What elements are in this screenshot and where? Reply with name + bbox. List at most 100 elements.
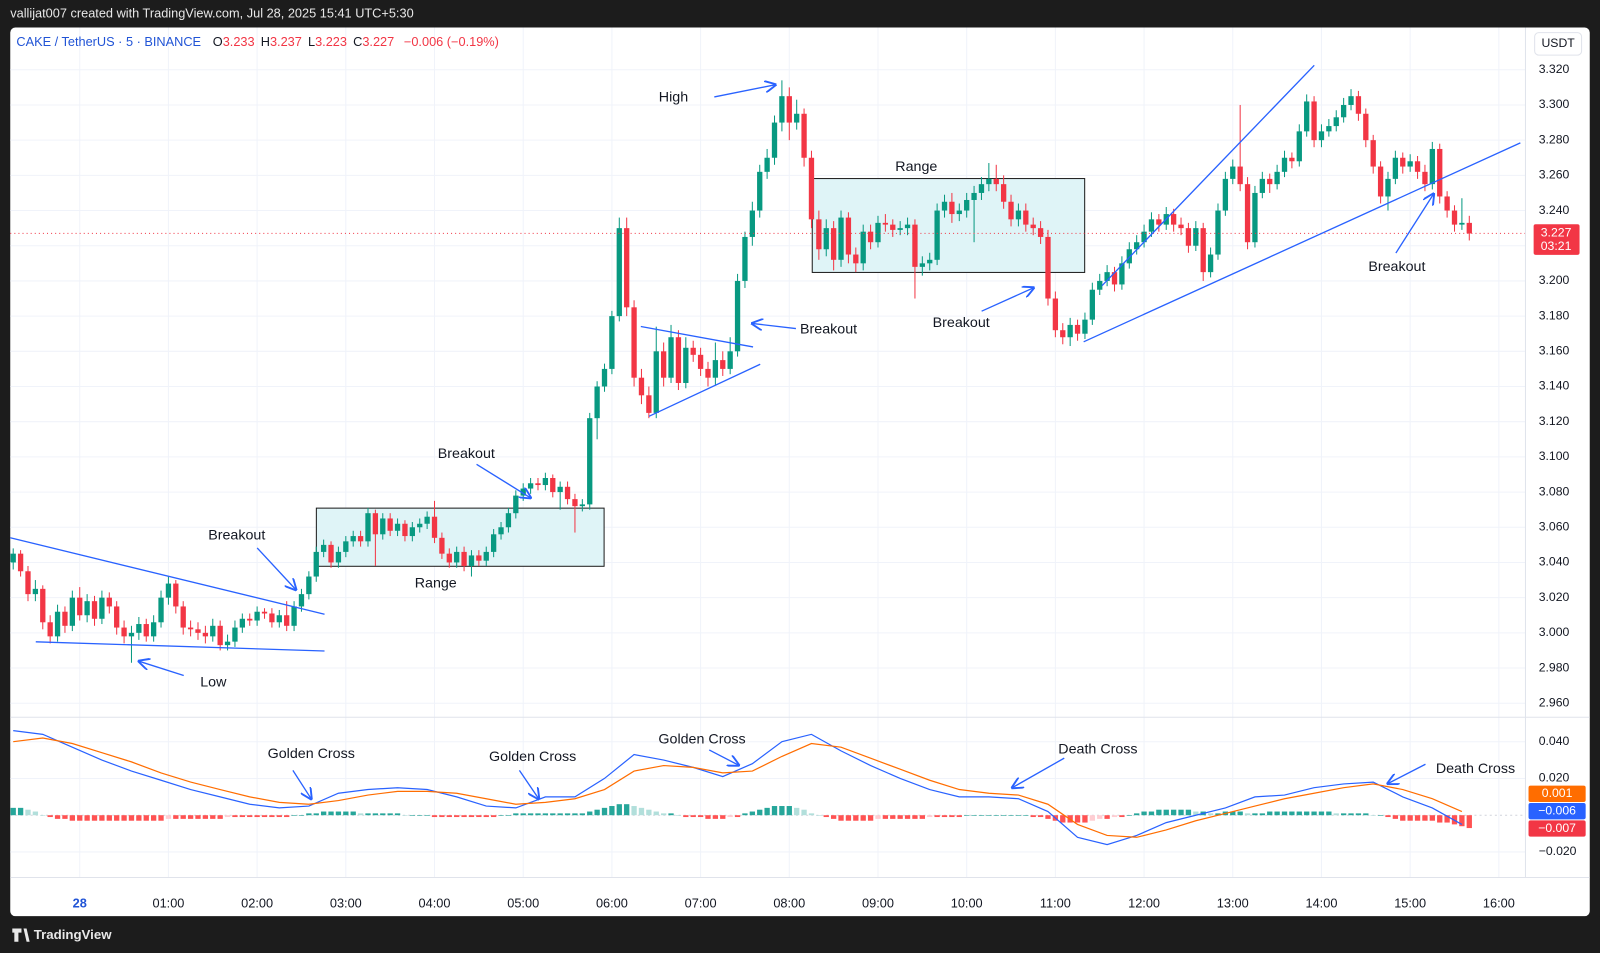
candle-body (734, 280, 741, 352)
candle-body (1000, 184, 1007, 202)
histogram-bar (927, 815, 933, 818)
histogram-bar (150, 815, 157, 821)
last-value-tag (1528, 820, 1586, 837)
histogram-bar (1141, 811, 1147, 816)
histogram-bar (224, 815, 231, 818)
y-tick-label: 3.060 (1539, 520, 1570, 534)
histogram-bar (91, 815, 98, 821)
last-value-label: 0.001 (1542, 786, 1573, 800)
candle-body (291, 606, 297, 626)
y-tick-label: 3.260 (1539, 168, 1570, 182)
y-tick-label: 3.140 (1539, 379, 1570, 393)
candle-body (986, 178, 992, 185)
trendline (10, 537, 325, 615)
x-tick-label: 11:00 (1040, 895, 1071, 910)
histogram-bar (867, 815, 874, 821)
candle-body (727, 351, 733, 369)
histogram-bar (158, 815, 164, 821)
histogram-bar (919, 815, 925, 819)
histogram-bar (934, 815, 940, 818)
x-tick-label: 05:00 (507, 895, 539, 910)
candle-body (690, 347, 696, 355)
candle-body (1178, 224, 1184, 229)
candle-body (927, 259, 933, 264)
histogram-bar (1193, 811, 1199, 816)
candle-body (579, 504, 585, 507)
candle-body (454, 551, 460, 563)
y-tick-label: 3.200 (1539, 273, 1570, 287)
candle-body (424, 516, 430, 524)
histogram-bar (978, 815, 985, 816)
trendlines (10, 64, 1521, 652)
y-tick-label: 3.120 (1539, 414, 1570, 428)
x-tick-label: 16:00 (1483, 895, 1515, 910)
y-tick-label: 3.000 (1539, 625, 1570, 639)
candle-body (1089, 289, 1095, 320)
x-tick-label: 08:00 (773, 895, 805, 910)
candle-body (173, 583, 179, 607)
candle-body (320, 544, 327, 552)
candle-body (542, 477, 549, 486)
histogram-bar (269, 815, 275, 818)
histogram-bar (697, 815, 704, 818)
histogram-bar (564, 813, 571, 816)
candle-body (350, 536, 356, 542)
candle-body (904, 224, 911, 229)
histogram-bar (335, 811, 342, 816)
candle-body (1067, 324, 1073, 338)
candle-body (1429, 148, 1435, 185)
histogram-bar (165, 815, 172, 819)
histogram-bar (62, 815, 68, 819)
histogram-bar (1311, 811, 1317, 816)
candle-body (668, 337, 674, 378)
histogram-bar (601, 807, 608, 816)
histogram-bar (1363, 813, 1369, 816)
histogram-bar (875, 815, 881, 819)
y-tick-label: 2.980 (1539, 660, 1570, 674)
histogram-bar (446, 815, 452, 818)
candle-body (328, 544, 334, 563)
annotation: Golden Cross (489, 749, 576, 765)
candle-body (394, 523, 401, 531)
histogram-bar (232, 815, 238, 818)
histogram-bar (853, 815, 859, 821)
candle-body (1422, 171, 1428, 185)
arrow (518, 769, 538, 799)
candle-body (890, 224, 896, 230)
candle-body (535, 483, 541, 486)
trendline (35, 641, 325, 652)
candle-body (882, 222, 889, 225)
candle-body (121, 627, 127, 637)
histogram-bar (971, 815, 977, 816)
histogram-bar (490, 815, 497, 818)
x-tick-label: 09:00 (862, 895, 894, 910)
histogram-bar (1437, 815, 1443, 823)
candle-body (993, 178, 999, 185)
histogram-bar (239, 815, 245, 818)
candle-body (261, 611, 268, 614)
candle-body (1060, 330, 1066, 338)
x-tick-label: 03:00 (330, 895, 362, 910)
histogram-bar (786, 806, 792, 816)
candle-body (365, 513, 371, 542)
histogram-bar (1134, 813, 1140, 816)
candle-body (1141, 231, 1147, 243)
candle-body (638, 377, 645, 396)
histogram-bar (594, 809, 600, 816)
histogram-bar (424, 815, 430, 816)
histogram-bar (956, 815, 962, 818)
histogram-bar (417, 815, 423, 816)
candle-body (1326, 126, 1332, 132)
histogram-bar (1407, 815, 1413, 821)
histogram-bar (357, 813, 364, 816)
candle-body (794, 113, 800, 123)
candle-body (306, 576, 312, 595)
histogram-bar (986, 815, 992, 816)
x-tick-label: 04:00 (419, 895, 451, 910)
candle-body (838, 217, 844, 260)
candle-body (1355, 96, 1362, 114)
arrow (708, 749, 739, 765)
candle-body (697, 354, 704, 369)
ohlc-value: 3.237 (270, 34, 302, 49)
candle-body (180, 606, 186, 628)
